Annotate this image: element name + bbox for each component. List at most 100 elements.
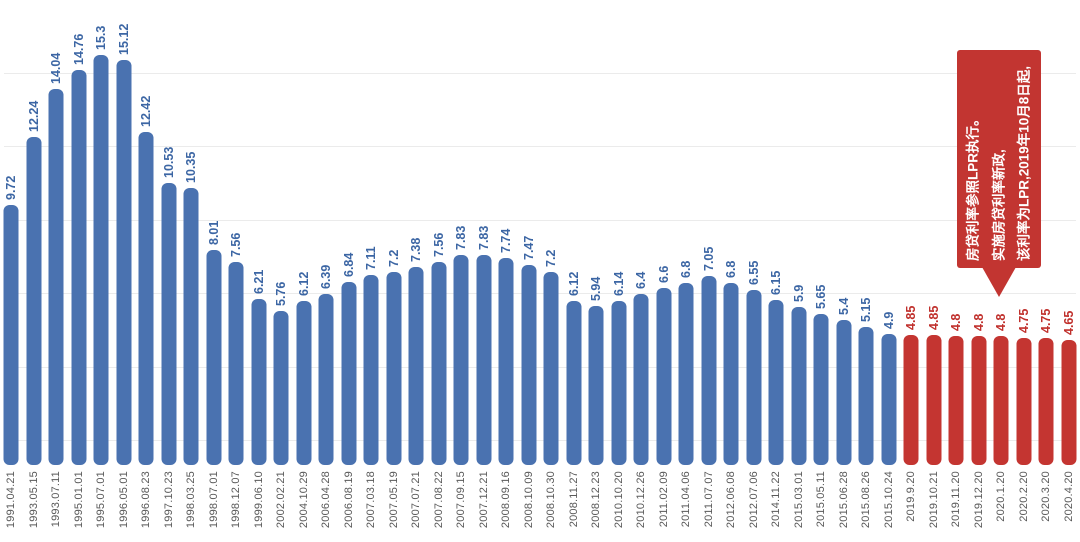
bar-column: 7.2 2008.10.30 xyxy=(543,249,559,529)
gridline xyxy=(4,293,1076,294)
bar-column: 14.04 1993.07.11 xyxy=(48,52,64,528)
bar-benchmark xyxy=(431,262,447,465)
bar-column: 6.39 2006.04.28 xyxy=(318,264,334,529)
bar-benchmark xyxy=(543,272,559,465)
bar-benchmark xyxy=(296,301,312,465)
bar-column: 4.85 2019.9.20 xyxy=(903,305,919,522)
bar-benchmark xyxy=(813,313,829,465)
bar-lpr xyxy=(1061,340,1077,465)
bar-benchmark xyxy=(521,264,537,465)
bar-column: 7.83 2007.09.15 xyxy=(453,225,469,529)
bar-benchmark xyxy=(71,69,87,465)
bar-benchmark xyxy=(678,282,694,465)
bar-column: 15.3 1995.07.01 xyxy=(93,25,109,529)
bar-column: 14.76 1995.01.01 xyxy=(71,33,87,529)
bar-column: 12.24 1993.05.15 xyxy=(26,100,42,529)
gridline xyxy=(4,146,1076,147)
bar-column: 7.2 2007.05.19 xyxy=(386,249,402,529)
bar-benchmark xyxy=(341,281,357,465)
bar-column: 6.12 2004.10.29 xyxy=(296,271,312,529)
bar-column: 6.21 1999.06.10 xyxy=(251,269,267,529)
bar-benchmark xyxy=(251,298,267,465)
bar-column: 6.8 2012.06.08 xyxy=(723,260,739,529)
bar-benchmark xyxy=(273,310,289,465)
bar-benchmark xyxy=(116,59,132,465)
bar-column: 7.83 2007.12.21 xyxy=(476,225,492,529)
bar-column: 10.35 1998.03.25 xyxy=(183,151,199,529)
bar-benchmark xyxy=(881,333,897,465)
bar-column: 5.4 2015.06.28 xyxy=(836,297,852,529)
bar-column: 4.8 2019.11.20 xyxy=(948,314,964,528)
bar-benchmark xyxy=(566,301,582,465)
bar-lpr xyxy=(903,335,919,465)
bar-benchmark xyxy=(791,306,807,465)
bar-column: 7.56 2007.08.22 xyxy=(431,233,447,529)
bar-column: 7.05 2011.07.07 xyxy=(701,246,717,528)
bar-benchmark xyxy=(453,255,469,465)
bar-benchmark xyxy=(161,182,177,465)
bar-benchmark xyxy=(386,272,402,465)
bar-benchmark xyxy=(476,255,492,465)
bar-column: 5.94 2008.12.23 xyxy=(588,276,604,529)
bar-column: 6.84 2006.08.19 xyxy=(341,252,357,529)
bar-column: 7.38 2007.07.21 xyxy=(408,237,424,529)
bar-column: 4.9 2015.10.24 xyxy=(881,311,897,529)
bar-benchmark xyxy=(768,300,784,465)
bar-benchmark xyxy=(138,132,154,465)
bar-benchmark xyxy=(588,305,604,465)
bar-column: 5.15 2015.08.26 xyxy=(858,297,874,529)
bar-column: 4.85 2019.10.21 xyxy=(926,305,942,529)
bar-benchmark xyxy=(701,276,717,465)
bar-column: 15.12 1996.05.01 xyxy=(116,23,132,529)
bar-column: 6.4 2010.12.26 xyxy=(633,271,649,529)
bar-column: 6.12 2008.11.27 xyxy=(566,271,582,528)
bar-column: 7.11 2007.03.18 xyxy=(363,245,379,529)
bar-column: 7.47 2008.10.09 xyxy=(521,235,537,529)
bar-column: 6.8 2011.04.06 xyxy=(678,260,694,528)
bar-benchmark xyxy=(656,288,672,465)
gridline xyxy=(4,440,1076,441)
bar-lpr xyxy=(1016,337,1032,465)
bar-benchmark xyxy=(183,187,199,465)
gridline xyxy=(4,367,1076,368)
bar-column: 8.01 1998.07.01 xyxy=(206,221,222,529)
bar-column: 10.53 1997.10.23 xyxy=(161,146,177,529)
annotation-callout: 房贷利率参照LPR执行。 实施房贷利率新政, 该利率为LPR,2019年10月8… xyxy=(957,50,1041,297)
bar-column: 6.14 2010.10.20 xyxy=(611,271,627,529)
bar-column: 6.6 2011.02.09 xyxy=(656,265,672,528)
bar-lpr xyxy=(993,336,1009,465)
bar-lpr xyxy=(948,336,964,465)
bar-lpr xyxy=(926,335,942,465)
bar-benchmark xyxy=(48,88,64,465)
bar-benchmark xyxy=(363,274,379,465)
bar-lpr xyxy=(971,336,987,465)
annotation-line: 该利率为LPR,2019年10月8日起, xyxy=(1016,65,1032,261)
bar-benchmark xyxy=(93,55,109,465)
bar-benchmark xyxy=(611,300,627,465)
bar-column: 7.56 1998.12.07 xyxy=(228,233,244,529)
bar-column: 4.8 2019.12.20 xyxy=(971,314,987,529)
bar-column: 4.65 2020.4.20 xyxy=(1061,311,1077,522)
bar-column: 4.75 2020.3.20 xyxy=(1038,308,1054,522)
bar-benchmark xyxy=(206,250,222,465)
bar-benchmark xyxy=(3,204,19,465)
bar-column: 5.76 2002.02.21 xyxy=(273,281,289,529)
annotation-line: 实施房贷利率新政, xyxy=(991,149,1007,261)
bar-column: 7.74 2008.09.16 xyxy=(498,228,514,529)
bar-column: 12.42 1996.08.23 xyxy=(138,95,154,529)
annotation-line: 房贷利率参照LPR执行。 xyxy=(965,112,981,262)
bar-benchmark xyxy=(633,293,649,465)
bar-column: 5.65 2015.05.11 xyxy=(813,284,829,528)
bar-column: 6.15 2014.11.22 xyxy=(768,270,784,528)
bar-benchmark xyxy=(723,282,739,465)
bar-column: 5.9 2015.03.01 xyxy=(791,284,807,529)
bar-lpr xyxy=(1038,337,1054,465)
bar-column: 6.55 2012.07.06 xyxy=(746,260,762,529)
gridline xyxy=(4,73,1076,74)
annotation-pointer-icon xyxy=(982,267,1016,297)
bar-column: 4.8 2020.1.20 xyxy=(993,314,1009,522)
bar-column: 9.72 1991.04.21 xyxy=(3,175,19,529)
